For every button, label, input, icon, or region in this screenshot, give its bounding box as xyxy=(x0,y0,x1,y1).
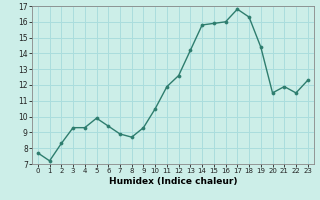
X-axis label: Humidex (Indice chaleur): Humidex (Indice chaleur) xyxy=(108,177,237,186)
